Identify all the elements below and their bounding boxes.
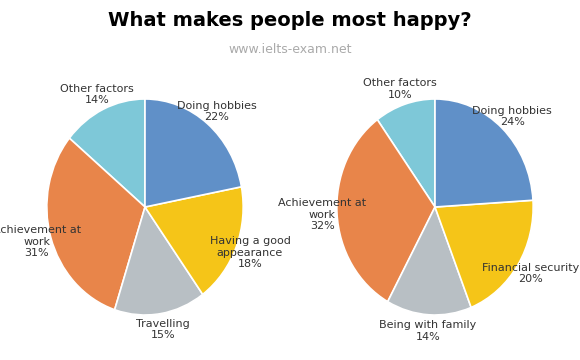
Wedge shape [47,138,145,310]
Wedge shape [378,99,435,207]
Wedge shape [145,99,241,207]
Text: Achievement at
work
31%: Achievement at work 31% [0,225,81,258]
Text: Financial security
20%: Financial security 20% [482,263,579,284]
Wedge shape [70,99,145,207]
Text: What makes people most happy?: What makes people most happy? [108,11,472,30]
Text: www.ielts-exam.net: www.ielts-exam.net [229,43,351,56]
Wedge shape [435,99,533,207]
Wedge shape [387,207,471,315]
Text: Achievement at
work
32%: Achievement at work 32% [278,198,367,231]
Text: Doing hobbies
24%: Doing hobbies 24% [473,106,552,127]
Text: Travelling
15%: Travelling 15% [136,319,190,341]
Text: Doing hobbies
22%: Doing hobbies 22% [177,100,257,122]
Text: Other factors
10%: Other factors 10% [363,78,437,100]
Text: Having a good
appearance
18%: Having a good appearance 18% [209,236,291,269]
Text: Other factors
14%: Other factors 14% [60,84,134,105]
Wedge shape [145,187,243,294]
Wedge shape [337,120,435,302]
Text: Being with family
14%: Being with family 14% [379,320,477,342]
Wedge shape [115,207,202,315]
Wedge shape [435,200,533,307]
